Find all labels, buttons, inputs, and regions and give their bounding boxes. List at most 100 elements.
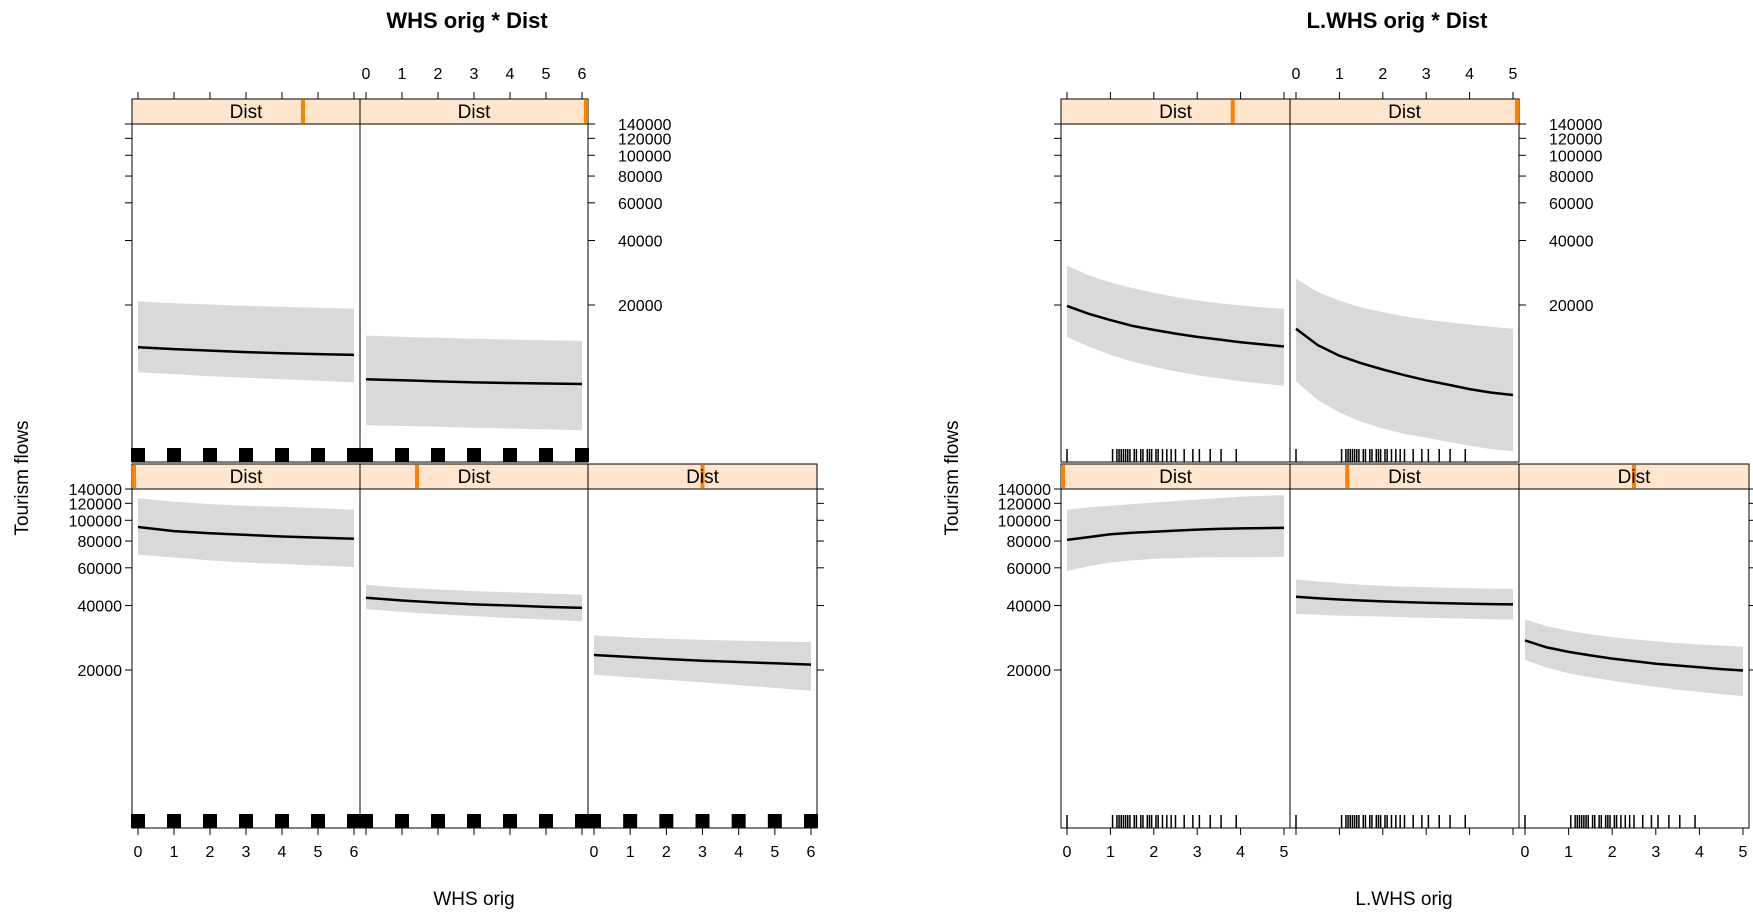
panel-bottom-3: Dist 0 1 2 3 4 5 6 (587, 463, 818, 861)
y-tick-label: 140000 (1549, 117, 1602, 134)
x-tick-label: 0 (362, 66, 371, 83)
fit-line (1295, 327, 1514, 397)
y-tick-label: 20000 (618, 298, 663, 315)
rug-mark (203, 814, 217, 828)
strip-label: Dist (1388, 102, 1421, 123)
y-tick-label: 140000 (998, 482, 1051, 499)
rug-mark (311, 814, 325, 828)
strip-indicator (1345, 465, 1350, 488)
y-axis-right-bottom (1749, 488, 1753, 671)
x-tick-label: 0 (590, 844, 599, 861)
strip-indicator (1061, 465, 1065, 488)
rug (359, 814, 589, 828)
y-tick-label: 60000 (1549, 196, 1594, 213)
panel-frame (131, 123, 361, 463)
strip-label: Dist (1388, 467, 1421, 488)
x-axis-top: 0 1 2 3 4 5 (1292, 66, 1518, 99)
panel-top-1: Dist (1060, 92, 1291, 463)
x-tick-label: 5 (770, 844, 779, 861)
x-tick-label: 0 (1292, 66, 1301, 83)
x-axis-top (137, 92, 355, 99)
x-tick-label: 3 (1651, 844, 1660, 861)
y-tick-label: 80000 (1549, 169, 1594, 186)
x-tick-label: 5 (314, 844, 323, 861)
rug-mark (167, 814, 181, 828)
strip-indicator (132, 465, 136, 488)
rug-mark (203, 448, 217, 462)
y-tick-label: 140000 (618, 117, 671, 134)
fit-line (137, 525, 355, 541)
strip (1289, 463, 1520, 490)
x-tick-label: 3 (698, 844, 707, 861)
rug-mark (575, 814, 589, 828)
x-tick-label: 0 (1521, 844, 1530, 861)
panel-frame (1289, 488, 1520, 829)
strip (1289, 98, 1520, 125)
rug (1295, 449, 1467, 462)
rug (131, 448, 361, 462)
strip-indicator (301, 100, 305, 123)
y-tick-label: 40000 (1549, 234, 1594, 251)
strip-label: Dist (458, 467, 491, 488)
y-axis-label: Tourism flows (12, 420, 33, 535)
rug-mark (695, 814, 710, 828)
x-axis-bottom (365, 828, 583, 835)
strip-indicator (1515, 100, 1519, 123)
x-axis-label: WHS orig (433, 889, 514, 910)
strip-label: Dist (1618, 467, 1651, 488)
strip-indicator (1632, 465, 1636, 488)
y-tick-label: 140000 (69, 482, 122, 499)
rug-mark (131, 814, 145, 828)
x-tick-label: 4 (1465, 66, 1474, 83)
x-tick-label: 6 (807, 844, 816, 861)
x-tick-label: 5 (1509, 66, 1518, 83)
strip (1060, 98, 1291, 125)
x-axis-top (1066, 92, 1285, 99)
rug-mark (275, 448, 289, 462)
rug-mark (467, 814, 481, 828)
strip-indicator (1230, 100, 1235, 123)
y-axis-left-top (125, 123, 132, 306)
y-tick-label: 20000 (1007, 663, 1052, 680)
strip-label: Dist (686, 467, 719, 488)
confidence-band (1067, 265, 1284, 386)
y-tick-label: 100000 (618, 148, 671, 165)
y-tick-label: 80000 (618, 169, 663, 186)
rug (1295, 815, 1467, 828)
strip-label: Dist (458, 102, 491, 123)
strip-label: Dist (1159, 467, 1192, 488)
rug (1066, 449, 1238, 462)
x-tick-label: 0 (1063, 844, 1072, 861)
x-tick-label: 1 (1335, 66, 1344, 83)
rug-mark (431, 448, 445, 462)
x-tick-label: 6 (350, 844, 359, 861)
strip-indicator (700, 465, 705, 488)
rug (131, 814, 361, 828)
panel-bottom-3: Dist 0 1 2 3 4 5 (1518, 463, 1750, 861)
rug-mark (395, 814, 409, 828)
y-axis-label: Tourism flows (942, 420, 963, 535)
x-tick-label: 2 (1378, 66, 1387, 83)
rug-mark (311, 448, 325, 462)
y-axis-left-top (1054, 123, 1061, 306)
fit-line (365, 596, 583, 610)
confidence-band (138, 301, 354, 383)
rug-mark (587, 814, 601, 828)
x-tick-label: 1 (626, 844, 635, 861)
fit-line (1295, 595, 1514, 606)
rug-mark (347, 448, 361, 462)
panel-top-1: Dist (131, 92, 361, 463)
x-tick-label: 5 (1280, 844, 1289, 861)
y-tick-label: 120000 (69, 496, 122, 513)
panel-bottom-2: Dist (359, 463, 589, 835)
strip-label: Dist (230, 102, 263, 123)
strip-label: Dist (1159, 102, 1192, 123)
confidence-band (594, 635, 811, 691)
rug (1066, 815, 1238, 828)
rug-mark (347, 814, 361, 828)
strip (1060, 463, 1291, 490)
figure-2: L.WHS orig * Dist L.WHS orig Tourism flows… (942, 8, 1753, 910)
